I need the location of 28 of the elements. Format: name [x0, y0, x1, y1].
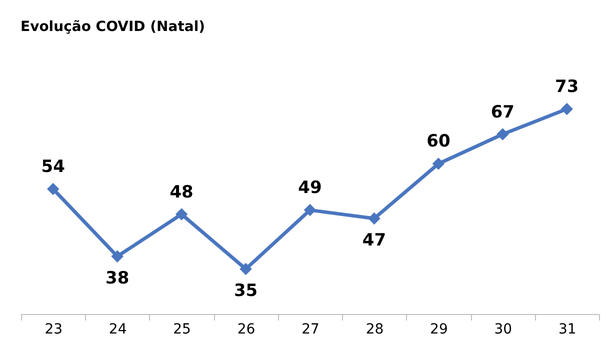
x-tick-label: 30: [494, 322, 512, 338]
data-label: 67: [490, 102, 515, 122]
point: [46, 182, 60, 196]
point: [304, 204, 316, 216]
point: [240, 262, 252, 276]
point: [560, 102, 574, 116]
data-label: 38: [105, 268, 130, 288]
point: [175, 208, 188, 220]
data-label: 47: [362, 230, 386, 250]
data-label: 49: [298, 178, 322, 198]
x-tick-label: 23: [44, 322, 63, 338]
x-tick-label: 24: [108, 322, 127, 338]
chart-title: Evolução COVID (Natal): [20, 19, 206, 35]
point: [432, 158, 445, 170]
data-label: 35: [234, 281, 258, 301]
point: [111, 250, 124, 262]
point: [496, 128, 509, 140]
data-label: 48: [170, 182, 194, 202]
x-tick-label: 28: [366, 322, 384, 338]
x-tick-label: 25: [173, 322, 191, 338]
point: [368, 212, 380, 225]
data-label: 60: [426, 132, 450, 152]
x-tick-label: 26: [237, 322, 256, 338]
x-tick-label: 27: [302, 322, 320, 338]
data-label: 54: [41, 157, 66, 177]
x-tick-label: 29: [430, 322, 448, 338]
data-label: 73: [555, 77, 579, 97]
x-tick-label: 31: [558, 322, 576, 338]
